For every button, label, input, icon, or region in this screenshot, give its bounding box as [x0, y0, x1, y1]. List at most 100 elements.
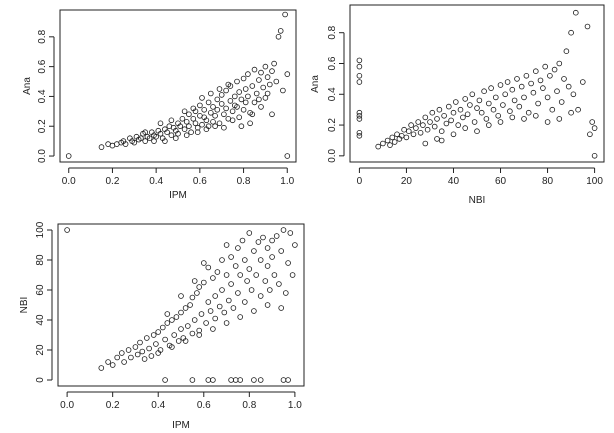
data-point: [420, 122, 426, 128]
data-point: [413, 125, 419, 131]
data-point: [249, 83, 256, 89]
data-point: [132, 344, 139, 350]
data-point: [146, 345, 152, 352]
data-point: [235, 290, 241, 296]
y-tick-label: 0.4: [37, 89, 48, 103]
data-point: [223, 272, 230, 278]
data-point: [225, 81, 232, 88]
data-point: [255, 239, 262, 245]
data-point: [563, 48, 570, 54]
data-point: [242, 257, 248, 263]
data-point: [257, 257, 264, 263]
data-point: [551, 66, 558, 73]
data-point: [237, 314, 244, 320]
data-point: [287, 230, 294, 236]
data-point: [257, 293, 264, 299]
data-point: [162, 377, 168, 383]
x-axis-label: IPM: [172, 420, 190, 431]
data-point: [236, 89, 243, 95]
y-tick-label: 100: [35, 221, 46, 238]
data-point: [144, 335, 150, 341]
data-point: [558, 99, 565, 105]
data-point: [523, 73, 530, 79]
y-axis-label: Ana: [22, 77, 33, 95]
data-point: [405, 128, 412, 135]
data-point: [210, 326, 216, 332]
data-point: [462, 125, 469, 131]
data-point: [232, 93, 238, 100]
data-point: [199, 121, 205, 128]
data-point: [455, 122, 462, 128]
data-point: [244, 278, 250, 284]
data-point: [292, 242, 298, 248]
data-point: [210, 104, 216, 110]
data-point: [410, 131, 417, 138]
data-point: [153, 133, 159, 140]
data-point: [146, 135, 153, 142]
data-point: [169, 344, 175, 350]
data-point: [246, 230, 253, 236]
data-point: [540, 85, 546, 91]
x-tick-label: 1.0: [288, 400, 302, 411]
data-point: [253, 90, 260, 97]
data-point: [457, 106, 464, 113]
data-point: [273, 78, 280, 85]
y-tick-label: 0.8: [327, 25, 338, 39]
data-points: [356, 9, 598, 159]
data-point: [223, 320, 230, 326]
data-point: [212, 315, 219, 322]
data-point: [246, 266, 253, 272]
data-point: [547, 73, 553, 79]
data-point: [408, 122, 414, 128]
data-point: [229, 108, 236, 115]
data-point: [474, 128, 480, 135]
data-point: [183, 132, 190, 139]
data-point: [177, 123, 184, 129]
data-point: [266, 81, 273, 88]
plot-frame: [349, 4, 605, 163]
x-axis-label: NBI: [469, 195, 486, 206]
data-point: [565, 83, 572, 90]
data-point: [183, 119, 190, 125]
data-point: [242, 99, 249, 106]
data-point: [427, 119, 433, 125]
data-point: [64, 227, 70, 233]
data-point: [504, 79, 511, 85]
data-point: [212, 293, 219, 299]
x-tick-label: 0.0: [62, 176, 76, 187]
data-point: [168, 117, 175, 124]
data-point: [171, 332, 178, 338]
data-point: [497, 119, 504, 125]
data-point: [205, 299, 212, 305]
data-point: [415, 119, 422, 125]
data-point: [264, 302, 271, 308]
data-point: [190, 116, 197, 122]
data-point: [467, 102, 473, 108]
y-tick-label: 60: [35, 284, 46, 296]
x-tick-label: 0.6: [197, 400, 211, 411]
data-point: [394, 131, 400, 138]
x-tick-label: 0.4: [149, 176, 163, 187]
data-point: [476, 97, 483, 104]
data-point: [262, 278, 269, 284]
data-point: [191, 278, 198, 284]
data-point: [228, 281, 234, 287]
data-point: [448, 117, 454, 124]
data-point: [384, 137, 391, 144]
x-tick-label: 0.4: [151, 400, 165, 411]
data-point: [570, 91, 577, 98]
data-point: [509, 114, 516, 121]
data-point: [239, 237, 246, 244]
data-point: [356, 109, 363, 116]
data-point: [175, 130, 181, 137]
data-point: [464, 111, 471, 118]
data-point: [438, 137, 445, 144]
data-point: [251, 248, 257, 254]
data-point: [205, 264, 212, 271]
data-point: [173, 314, 180, 320]
data-point: [201, 260, 207, 266]
data-point: [157, 130, 164, 137]
data-point: [269, 254, 275, 260]
data-point: [387, 142, 393, 148]
data-point: [228, 377, 234, 383]
